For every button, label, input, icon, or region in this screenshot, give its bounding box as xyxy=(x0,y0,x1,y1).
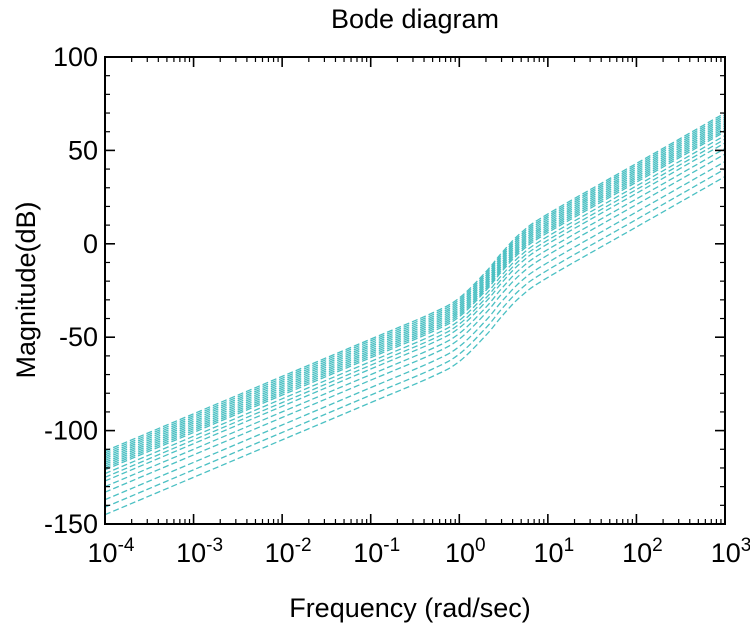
series-line-10 xyxy=(104,129,726,469)
y-tick-label: -100 xyxy=(44,416,98,446)
x-tick-label: 101 xyxy=(534,535,575,568)
series-line-6 xyxy=(104,121,726,462)
series-line-16 xyxy=(104,153,726,493)
x-tick-exponent: -3 xyxy=(206,535,223,556)
x-tick-label: 10-2 xyxy=(265,535,312,568)
series-line-15 xyxy=(104,147,726,488)
series-line-7 xyxy=(104,123,726,463)
x-tick-base: 10 xyxy=(622,538,652,568)
x-tick-label: 10-3 xyxy=(176,535,223,568)
y-tick-label: 50 xyxy=(68,135,98,165)
series-line-17 xyxy=(104,161,726,501)
x-tick-base: 10 xyxy=(353,538,383,568)
series-line-19 xyxy=(104,176,726,516)
x-tick-label: 10-4 xyxy=(88,535,135,568)
series-line-11 xyxy=(104,131,726,471)
x-tick-base: 10 xyxy=(88,538,118,568)
x-tick-base: 10 xyxy=(176,538,206,568)
minor-tick-group xyxy=(105,57,725,524)
series-line-2 xyxy=(104,114,726,454)
y-tick-label: -150 xyxy=(44,509,98,539)
x-tick-label: 10-1 xyxy=(353,535,400,568)
x-tick-label: 103 xyxy=(711,535,750,568)
y-tick-labels: 100 50 0 -50 -100 -150 xyxy=(44,42,98,539)
x-tick-base: 10 xyxy=(265,538,295,568)
x-tick-exponent: 0 xyxy=(475,535,486,556)
x-tick-base: 10 xyxy=(445,538,475,568)
x-tick-base: 10 xyxy=(711,538,741,568)
x-tick-exponent: -2 xyxy=(295,535,312,556)
x-tick-exponent: 2 xyxy=(652,535,663,556)
y-tick-label: 100 xyxy=(53,42,98,72)
x-tick-exponent: 3 xyxy=(741,535,750,556)
series-line-3 xyxy=(104,116,726,456)
x-tick-exponent: -4 xyxy=(118,535,135,556)
y-axis-label: Magnitude(dB) xyxy=(11,201,41,378)
x-tick-exponent: 1 xyxy=(564,535,575,556)
series-line-13 xyxy=(104,138,726,478)
plot-frame xyxy=(104,56,726,525)
x-tick-exponent: -1 xyxy=(383,535,400,556)
x-axis-label: Frequency (rad/sec) xyxy=(289,593,531,623)
x-tick-labels: 10-4 10-3 10-2 10-1 100 101 102 103 xyxy=(88,535,750,568)
y-tick-label: 0 xyxy=(83,229,98,259)
series-line-8 xyxy=(104,125,726,465)
series-line-1 xyxy=(104,112,726,452)
x-tick-label: 102 xyxy=(622,535,663,568)
series-line-9 xyxy=(104,127,726,467)
series-line-4 xyxy=(104,118,726,458)
y-tick-label: -50 xyxy=(59,322,98,352)
major-tick-group xyxy=(104,56,726,525)
x-tick-base: 10 xyxy=(534,538,564,568)
x-tick-label: 100 xyxy=(445,535,486,568)
series-line-14 xyxy=(104,142,726,482)
series-line-12 xyxy=(104,134,726,475)
series-line-18 xyxy=(104,168,726,508)
curve-group xyxy=(104,112,726,516)
series-line-5 xyxy=(104,119,726,460)
chart-title: Bode diagram xyxy=(331,4,499,34)
